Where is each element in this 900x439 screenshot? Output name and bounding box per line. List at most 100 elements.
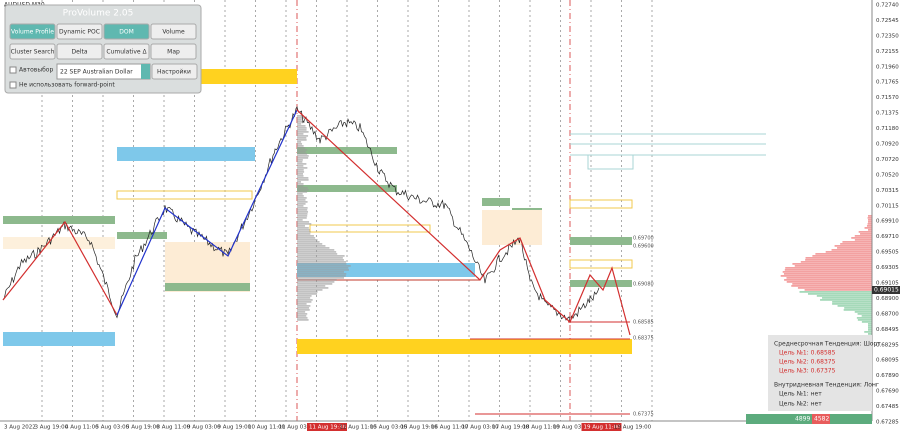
- button[interactable]: [103, 43, 150, 60]
- button[interactable]: [103, 23, 150, 40]
- volume-bar: [297, 239, 318, 241]
- volume-bar: [297, 299, 313, 301]
- volume-bar: [297, 291, 318, 293]
- price-axis: [872, 0, 900, 435]
- volume-bar: [297, 151, 306, 153]
- contract: 22 SEP Australian Dollar: [60, 69, 133, 76]
- volume-bar: [297, 279, 337, 281]
- volume-bar: [858, 231, 872, 233]
- time-highlight: [307, 423, 347, 431]
- price-label: 0.69105: [876, 281, 899, 287]
- volume-bar: [786, 281, 872, 283]
- checkbox[interactable]: [9, 81, 17, 89]
- price-label: 0.71765: [876, 80, 899, 86]
- button-label: Map: [167, 49, 180, 56]
- volume-bar: [820, 299, 872, 301]
- volume-bar: [297, 255, 345, 257]
- volume-bar: [800, 261, 872, 263]
- volume-bar: [297, 251, 337, 253]
- button[interactable]: [56, 23, 103, 40]
- volume-bar: [861, 321, 872, 323]
- price-label: 0.72545: [876, 18, 899, 24]
- target: Цель №2: 0.68375: [779, 359, 836, 366]
- time-label: 15 Aug 19:00: [401, 425, 439, 431]
- zigzag: [116, 109, 298, 316]
- volume-bar: [780, 275, 872, 277]
- button[interactable]: [56, 43, 103, 60]
- button[interactable]: [9, 23, 56, 40]
- price-label: 0.67485: [876, 404, 899, 410]
- button[interactable]: [150, 43, 197, 60]
- buttons: Volume Profile Dynamic POC DOM Volume Cluste…: [9, 23, 197, 60]
- volume-bar: [297, 143, 303, 145]
- volume-bar: [297, 179, 309, 181]
- volume-bar: [868, 323, 872, 325]
- time-label: 9 Aug 03:00: [187, 425, 221, 431]
- volume-bar: [297, 305, 311, 307]
- price-label: 0.71570: [876, 95, 899, 101]
- volume-total-box: [812, 414, 830, 424]
- sell-volume: 4582: [814, 416, 829, 423]
- button-label: Dynamic POC: [59, 29, 100, 36]
- checkbox[interactable]: [9, 66, 17, 74]
- price-label: 0.70920: [876, 142, 899, 148]
- volume-bar: [297, 237, 316, 239]
- volume-bar: [297, 253, 338, 255]
- time-label: 4 Aug 11:00: [65, 425, 99, 431]
- volume-bar: [825, 251, 872, 253]
- price-label: 0.68295: [876, 342, 899, 348]
- price-label: 0.69505: [876, 250, 899, 256]
- price-label: 0.68700: [876, 311, 899, 317]
- volume-bar: [297, 265, 351, 267]
- volume-bar: [857, 313, 872, 315]
- zone: [198, 69, 297, 84]
- dropdown-arrow[interactable]: [141, 64, 150, 79]
- volume-bar: [297, 287, 329, 289]
- volume-bar: [297, 115, 304, 117]
- volume-bar: [861, 315, 872, 317]
- volume-bar: [297, 307, 310, 309]
- time-label: 19 Aug 03:00: [553, 425, 591, 431]
- volume-bar: [297, 127, 307, 129]
- volume-bar: [297, 319, 309, 321]
- intraday-trend: Внутридневная Тенденция: Лонг: [774, 382, 879, 389]
- volume-bar: [832, 303, 872, 305]
- zone: [3, 332, 115, 346]
- zigzag: [2, 220, 118, 316]
- forward-point[interactable]: Не использовать forward-point: [19, 82, 115, 89]
- volume-bar: [297, 203, 306, 205]
- button-label: DOM: [119, 29, 134, 36]
- volume-bar: [297, 269, 349, 271]
- volume-bar: [868, 333, 872, 335]
- zone: [116, 190, 253, 200]
- zone: [297, 185, 397, 192]
- volume-bar: [297, 177, 309, 179]
- volume-bar: [297, 169, 304, 171]
- volume-bar: [804, 289, 872, 291]
- volume-bar: [297, 141, 302, 143]
- price-line: [2, 106, 600, 323]
- auto-select[interactable]: Автовыбор: [19, 67, 53, 74]
- volume-bar: [297, 163, 307, 165]
- volume-bar: [297, 123, 302, 125]
- volume-bar: [297, 191, 308, 193]
- volume-bar: [854, 311, 872, 313]
- zone: [3, 216, 115, 224]
- volume-bar: [297, 189, 309, 191]
- volume-bar: [297, 207, 308, 209]
- button[interactable]: [150, 23, 197, 40]
- volume-bar: [786, 277, 872, 279]
- volume-bar: [842, 241, 872, 243]
- current-price-box: [872, 286, 900, 294]
- current-price: 0.69015: [874, 287, 899, 294]
- volume-bar: [864, 227, 872, 229]
- price-label: 0.70720: [876, 157, 899, 163]
- settings-button[interactable]: [151, 63, 198, 80]
- info-box: [768, 335, 872, 411]
- volume-bar: [297, 285, 326, 287]
- volume-bar: [297, 121, 305, 123]
- button[interactable]: [9, 43, 56, 60]
- price-label: 0.69710: [876, 234, 899, 240]
- volume-bar: [860, 233, 872, 235]
- volume-bar: [785, 267, 872, 269]
